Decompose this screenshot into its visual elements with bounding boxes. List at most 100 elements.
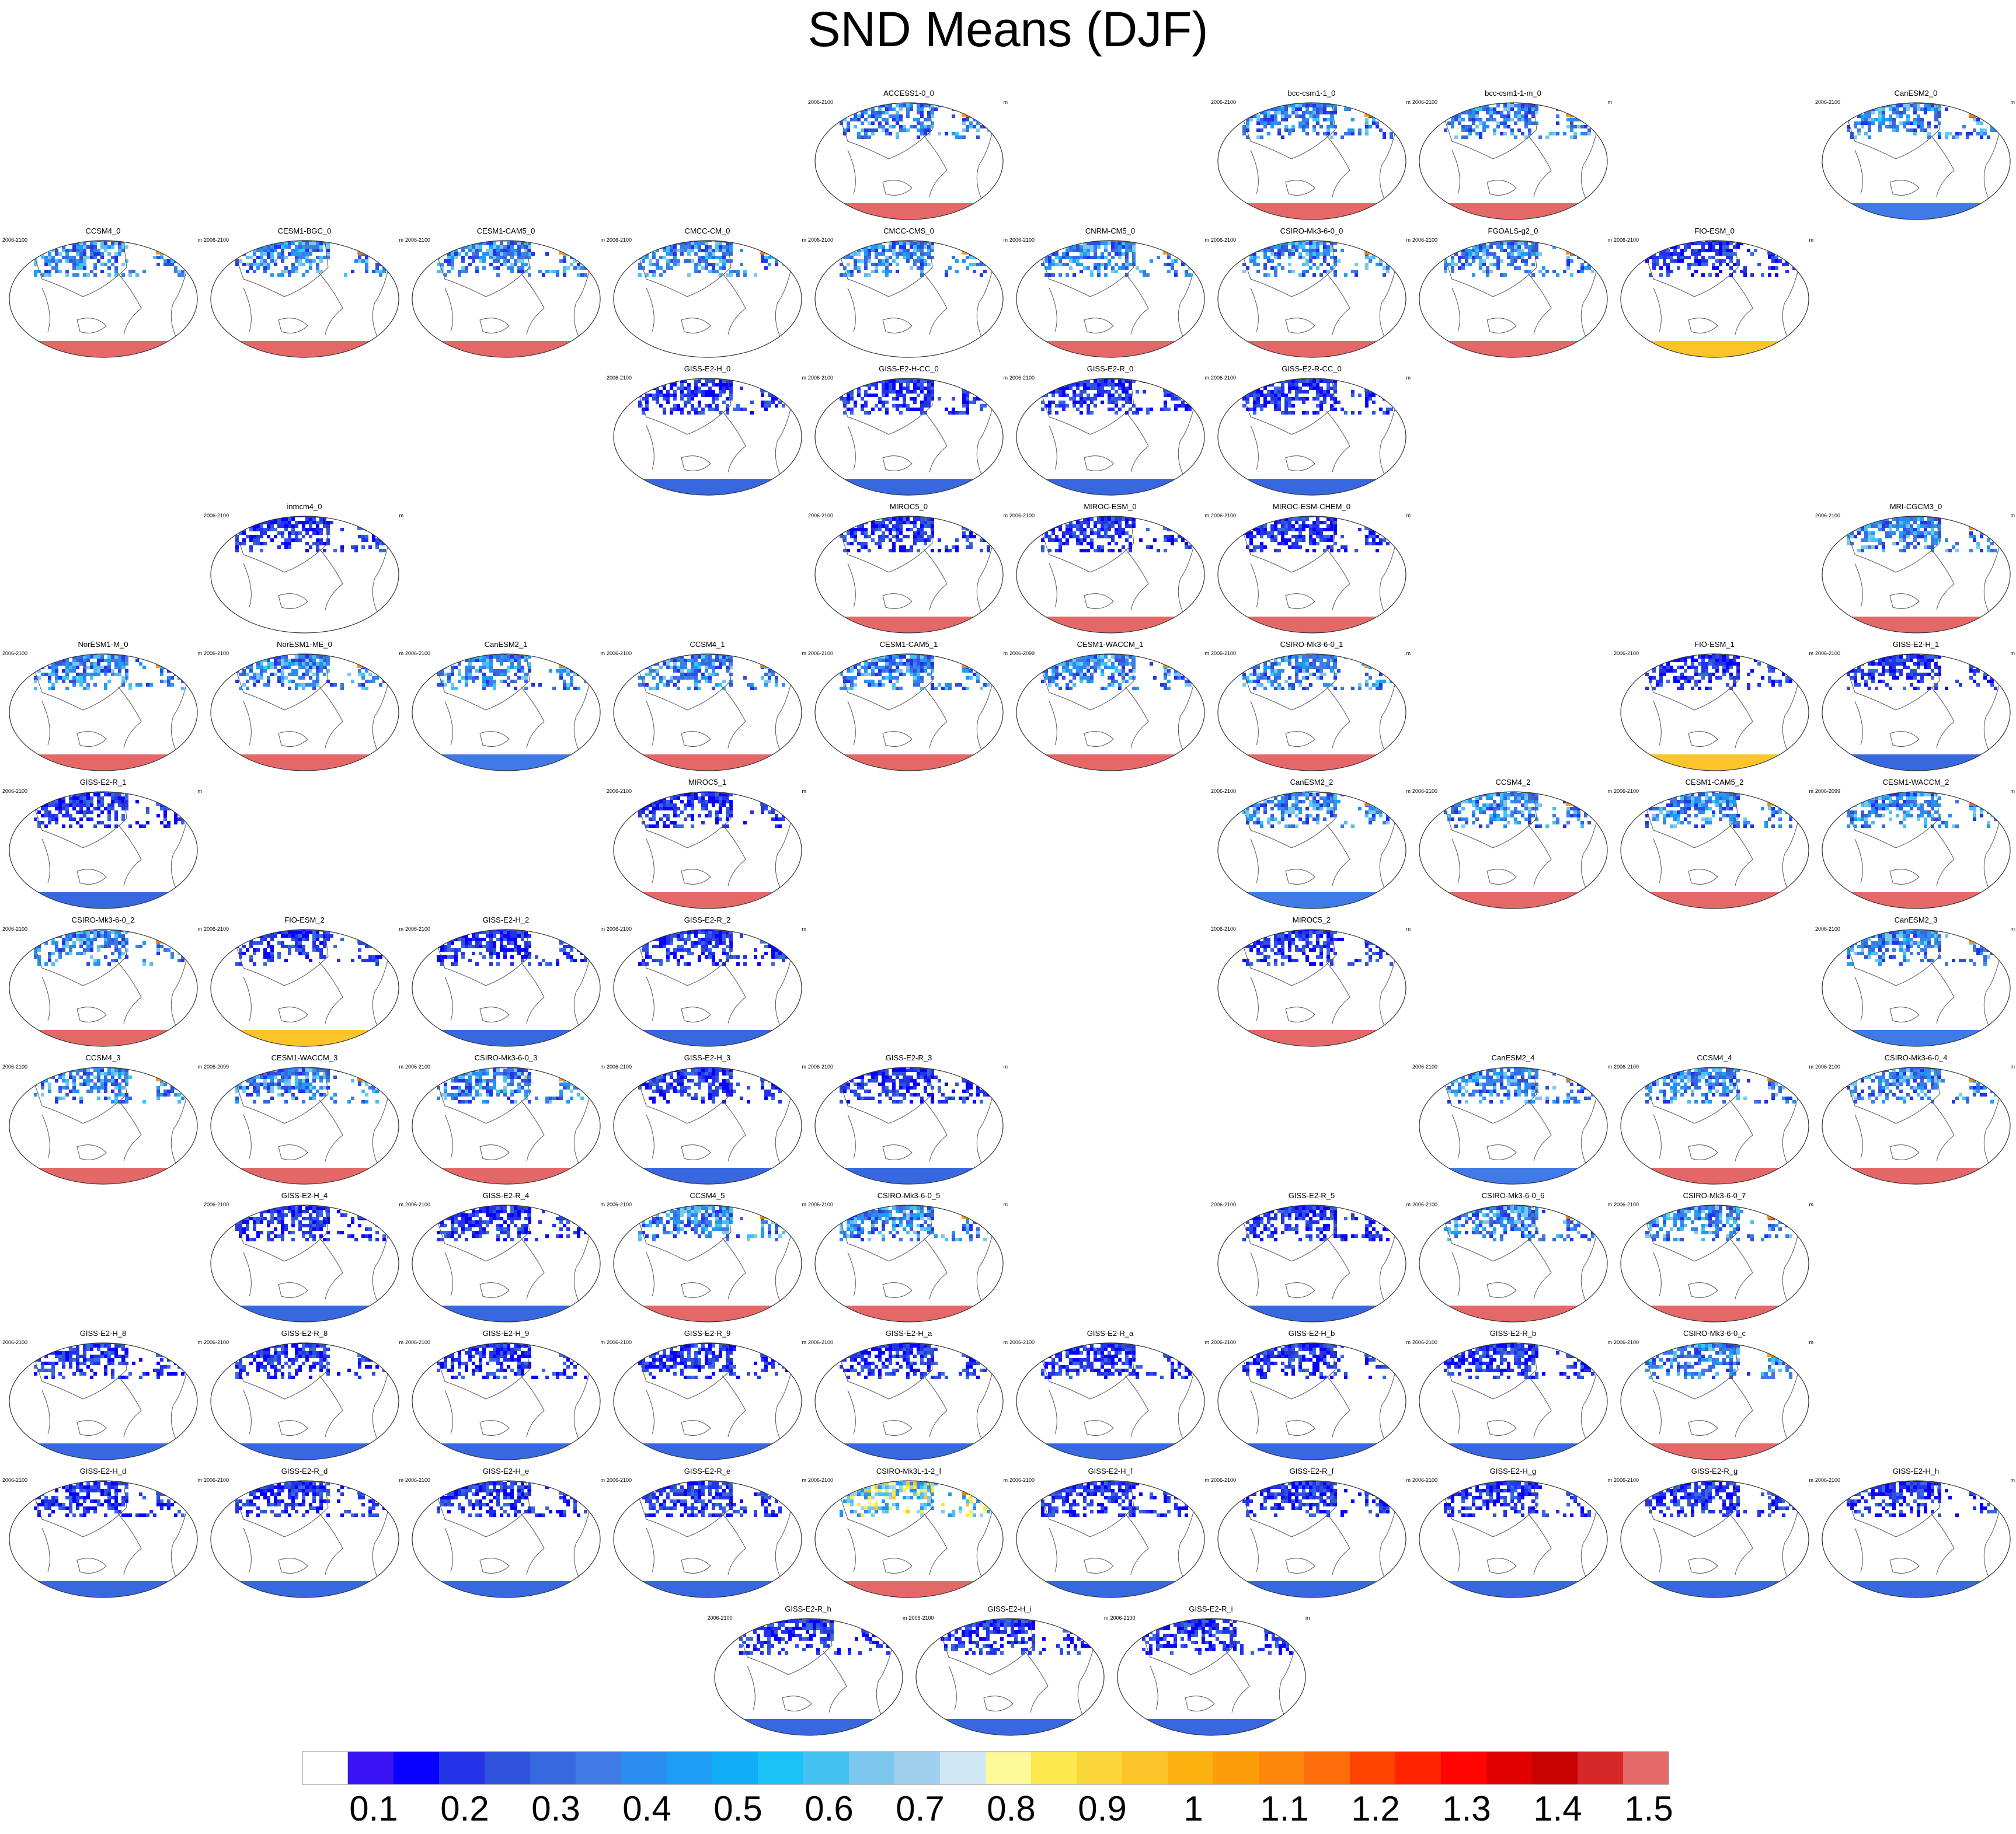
snow-cell — [76, 259, 79, 263]
panel-title: GISS-E2-H_0 — [607, 364, 808, 374]
snow-cell — [1246, 380, 1249, 383]
snow-cell — [868, 135, 871, 139]
snow-cell — [1570, 273, 1573, 277]
snow-cell — [764, 383, 768, 387]
snow-cell — [1316, 242, 1319, 245]
snow-cell — [260, 549, 263, 552]
snow-cell — [708, 263, 712, 266]
snow-cell — [1330, 241, 1333, 242]
snow-cell — [1288, 132, 1291, 135]
snow-cell — [1337, 401, 1340, 404]
snow-cell — [1167, 394, 1171, 397]
snow-cell — [1369, 378, 1372, 380]
snow-cell — [882, 125, 885, 128]
snow-cell — [323, 521, 326, 524]
snow-cell — [670, 378, 673, 380]
snow-cell — [1185, 242, 1188, 245]
snow-cell — [1146, 411, 1150, 415]
snow-cell — [277, 245, 281, 249]
snow-cell — [1249, 378, 1253, 380]
snow-cell — [451, 241, 454, 242]
snow-cell — [584, 252, 587, 256]
snow-cell — [969, 516, 973, 517]
snow-cell — [684, 249, 687, 252]
snow-cell — [1076, 259, 1080, 263]
snow-cell — [1277, 263, 1281, 266]
snow-cell — [1062, 252, 1066, 256]
snow-cell — [899, 524, 903, 528]
snow-cell — [1444, 242, 1447, 245]
snow-cell — [281, 252, 284, 256]
snow-cell — [1584, 104, 1587, 107]
snow-cell — [1733, 245, 1736, 249]
coastline — [847, 149, 856, 194]
snow-cell — [249, 521, 253, 524]
snow-cell — [1465, 128, 1468, 132]
snow-cell — [1573, 135, 1577, 139]
snow-cell — [1659, 256, 1663, 259]
snow-cell — [83, 242, 86, 245]
snow-cell — [1903, 111, 1906, 114]
snow-cell — [857, 270, 861, 273]
snow-cell — [72, 266, 76, 270]
coastline — [1486, 318, 1517, 333]
snow-cell — [1291, 383, 1295, 387]
coastline — [444, 287, 453, 332]
snow-cell — [1500, 132, 1503, 135]
snow-cell — [1376, 263, 1379, 266]
snow-cell — [663, 411, 666, 415]
snow-cell — [100, 270, 104, 273]
snow-cell — [1066, 404, 1069, 408]
coastline — [634, 241, 732, 297]
snow-cell — [1069, 397, 1073, 401]
globe-map — [1620, 240, 1809, 358]
snow-cell — [1775, 259, 1778, 263]
snow-cell — [267, 535, 270, 538]
snow-cell — [889, 549, 892, 552]
snow-cell — [663, 241, 666, 242]
snow-cell — [1108, 390, 1111, 394]
snow-cell — [1270, 249, 1274, 252]
antarctic-band — [1218, 341, 1406, 357]
snow-cell — [843, 549, 847, 552]
snow-cell — [93, 249, 97, 252]
snow-cell — [1188, 245, 1192, 249]
snow-cell — [969, 387, 973, 390]
snow-cell — [1111, 387, 1115, 390]
snow-cell — [319, 249, 323, 252]
snow-cell — [1906, 104, 1910, 107]
page-title: SND Means (DJF) — [0, 0, 2016, 58]
snow-cell — [521, 263, 524, 266]
snow-cell — [1489, 114, 1493, 118]
snow-cell — [733, 408, 736, 411]
snow-cell — [927, 535, 931, 538]
snow-cell — [521, 259, 524, 263]
snow-cell — [871, 521, 875, 524]
snow-cell — [983, 249, 987, 252]
snow-cell — [698, 245, 701, 249]
snow-cell — [924, 401, 927, 404]
snow-cell — [1850, 135, 1854, 139]
snow-cell — [1048, 263, 1051, 266]
snow-cell — [1048, 273, 1051, 277]
snow-cell — [1333, 408, 1337, 411]
snow-cell — [1059, 517, 1062, 521]
snow-cell — [764, 380, 768, 383]
snow-cell — [260, 252, 263, 256]
snow-cell — [673, 256, 677, 259]
snow-cell — [1150, 408, 1153, 411]
snow-cell — [1383, 111, 1386, 114]
snow-cell — [726, 273, 729, 277]
snow-cell — [976, 245, 980, 249]
snow-cell — [1486, 270, 1489, 273]
snow-cell — [920, 107, 924, 111]
snow-cell — [1854, 111, 1857, 114]
snow-cell — [768, 263, 771, 266]
snow-cell — [931, 378, 934, 380]
snow-cell — [1277, 256, 1281, 259]
snow-cell — [1461, 128, 1465, 132]
snow-cell — [966, 241, 969, 242]
snow-cell — [931, 111, 934, 114]
snow-cell — [1698, 242, 1701, 245]
snow-cell — [1472, 118, 1475, 121]
